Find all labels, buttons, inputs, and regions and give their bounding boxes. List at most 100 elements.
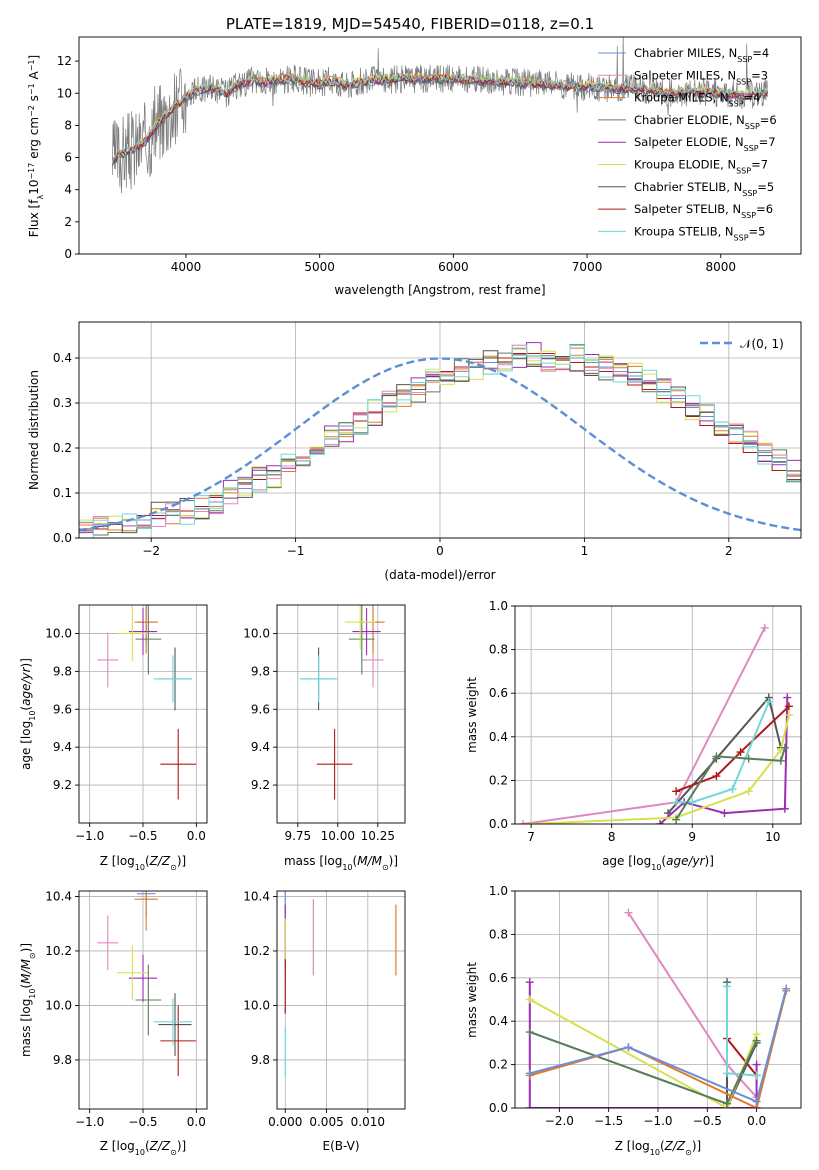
weight-vs-age-marker-4-3 (764, 697, 773, 706)
age-vs-mass-frame (276, 604, 406, 824)
residuals-xtick-label-1: −1 (287, 544, 305, 558)
spectrum-xtick-label-3: 7000 (572, 260, 603, 274)
weight-vs-age-line-0 (522, 627, 766, 824)
weight-vs-age-marker-5-0 (527, 820, 536, 824)
spectrum-frame (78, 36, 802, 255)
weight-vs-age-marker-4-2 (728, 785, 737, 794)
weight-vs-age-ytick-label-0: 0.0 (489, 817, 508, 831)
weight-vs-z-marker-2-1 (525, 1104, 534, 1108)
weight-vs-age-marker-3-2 (736, 748, 745, 757)
weight-vs-z-marker-2-0 (525, 978, 534, 987)
mass-vs-z-xtick-label-1: −0.5 (128, 1115, 157, 1129)
spectrum-ytick-label-2: 4 (64, 183, 72, 197)
mass-vs-ebv-ytick-label-2: 10.2 (243, 944, 270, 958)
weight-vs-z-marker-6-0 (525, 1028, 534, 1037)
spectrum-xtick-label-2: 6000 (438, 260, 469, 274)
weight-vs-z-line-7 (529, 990, 788, 1108)
weight-vs-age-ytick-label-2: 0.4 (489, 730, 508, 744)
weight-vs-z-ytick-label-1: 0.2 (489, 1058, 508, 1072)
weight-vs-age-xtick-label-3: 10 (765, 830, 780, 844)
age-vs-z-xlabel: Z [log10(Z/Z⊙)] (100, 854, 186, 872)
weight-vs-age-ylabel: mass weight (465, 677, 479, 753)
mass-vs-z-xlabel: Z [log10(Z/Z⊙)] (100, 1139, 186, 1157)
mass-vs-ebv-ytick-label-0: 9.8 (251, 1053, 270, 1067)
weight-vs-z-marker-0-0 (624, 908, 633, 917)
weight-vs-age-marker-2-0 (656, 820, 665, 824)
age-vs-mass-ytick-label-2: 9.6 (251, 702, 270, 716)
residuals-ytick-label-3: 0.3 (53, 396, 72, 410)
weight-vs-age-ytick-label-5: 1.0 (489, 599, 508, 613)
age-vs-z-ytick-label-1: 9.4 (53, 740, 72, 754)
weight-vs-age-ytick-label-1: 0.2 (489, 773, 508, 787)
residuals-xtick-label-4: 2 (725, 544, 733, 558)
weight-vs-age-marker-4-0 (672, 798, 681, 807)
weight-vs-age-marker-0-2 (760, 623, 769, 632)
mass-vs-ebv-frame (276, 890, 406, 1110)
mass-vs-z-plot-area (97, 891, 197, 1077)
legend-label-3: Chabrier ELODIE, NSSP=6 (634, 113, 777, 130)
age-vs-mass-xtick-label-0: 9.75 (284, 829, 311, 843)
weight-vs-age-marker-3-0 (672, 787, 681, 796)
age-vs-mass-ytick-label-3: 9.8 (251, 664, 270, 678)
residuals-xtick-label-0: −2 (142, 544, 160, 558)
weight-vs-age-marker-6-0 (672, 815, 681, 824)
weight-vs-age-marker-3-3 (784, 702, 793, 711)
hist-series-6 (79, 344, 801, 527)
spectrum: 4000 5000 6000 7000 8000 0 2 4 6 8 10 12 (57, 36, 802, 274)
legend-label-6: Chabrier STELIB, NSSP=5 (634, 180, 774, 198)
legend-label-1: Salpeter MILES, NSSP=3 (634, 68, 768, 86)
weight-vs-z-marker-4-1 (723, 1069, 732, 1078)
spectrum-ytick-label-4: 8 (64, 118, 72, 132)
spectrum-xtick-label-4: 8000 (706, 260, 737, 274)
mass-vs-z-ytick-label-3: 10.4 (45, 889, 72, 903)
spectrum-model-line-8 (111, 72, 768, 163)
weight-vs-z-xlabel: Z [log10(Z/Z⊙)] (615, 1139, 701, 1157)
legend-label-2: Kroupa MILES, NSSP=4 (634, 91, 760, 109)
weight-vs-age-ytick-label-4: 0.8 (489, 643, 508, 657)
weight-vs-age-line-5 (531, 714, 790, 824)
age-vs-mass: 9.75 10.00 10.25 9.2 9.4 9.6 9.8 10.0 (243, 604, 406, 843)
age-vs-mass-plot-area (299, 605, 385, 800)
weight-vs-age-marker-6-4 (780, 743, 789, 752)
age-vs-z-xtick-label-0: −1.0 (75, 829, 104, 843)
legend-label-7: Salpeter STELIB, NSSP=6 (634, 202, 773, 220)
weight-vs-z-ytick-label-3: 0.6 (489, 971, 508, 985)
weight-vs-age-marker-2-3 (780, 804, 789, 813)
weight-vs-z-line-3 (726, 1037, 758, 1077)
weight-vs-age-xtick-label-2: 9 (688, 830, 696, 844)
mass-vs-z-ytick-label-2: 10.2 (45, 944, 72, 958)
residuals-legend-label: 𝒩(0, 1) (740, 337, 784, 351)
age-vs-mass-xtick-label-1: 10.00 (321, 829, 355, 843)
hist-series-8 (79, 345, 801, 538)
weight-vs-age-line-4 (676, 701, 770, 804)
weight-vs-z-xtick-label-3: −0.5 (693, 1114, 722, 1128)
mass-vs-ebv-xtick-label-1: 0.005 (309, 1115, 343, 1129)
age-vs-z-xtick-label-1: −0.5 (128, 829, 157, 843)
weight-vs-age: 7 8 9 10 0.0 0.2 0.4 0.6 0.8 1.0 (489, 599, 802, 844)
weight-vs-z-xtick-label-4: 0.0 (747, 1114, 766, 1128)
weight-vs-z-xtick-label-1: −1.5 (594, 1114, 623, 1128)
weight-vs-age-marker-4-1 (688, 798, 697, 807)
weight-vs-z-ylabel: mass weight (465, 962, 479, 1038)
mass-vs-z-xtick-label-2: 0.0 (187, 1115, 206, 1129)
spectrum-ytick-label-5: 10 (57, 86, 72, 100)
age-vs-mass-ytick-label-1: 9.4 (251, 740, 270, 754)
weight-vs-z-line-0 (627, 912, 758, 1098)
weight-vs-z-line-4 (726, 986, 757, 1077)
weight-vs-age-marker-2-2 (720, 809, 729, 818)
mass-vs-ebv-ytick-label-3: 10.4 (243, 889, 270, 903)
weight-vs-z-ytick-label-4: 0.8 (489, 927, 508, 941)
hist-series-2 (79, 347, 801, 532)
weight-vs-z-ytick-label-2: 0.4 (489, 1014, 508, 1028)
age-vs-z-ylabel: age [log10(age/yr)] (19, 658, 37, 770)
mass-vs-ebv: 0.000 0.005 0.010 9.8 10.0 10.2 10.4 (243, 889, 406, 1129)
mass-vs-z: −1.0 −0.5 0.0 9.8 10.0 10.2 10.4 (45, 889, 208, 1129)
weight-vs-age-marker-6-1 (712, 752, 721, 761)
residuals-ytick-label-2: 0.2 (53, 441, 72, 455)
age-vs-z-ytick-label-4: 10.0 (45, 626, 72, 640)
spectrum-ytick-label-0: 0 (64, 247, 72, 261)
residuals: −2 −1 0 1 2 0.0 0.1 0.2 0.3 0.4 (53, 321, 802, 558)
mass-vs-z-ytick-label-0: 9.8 (53, 1053, 72, 1067)
weight-vs-z-line-2 (528, 982, 758, 1108)
residuals-ytick-label-1: 0.1 (53, 486, 72, 500)
